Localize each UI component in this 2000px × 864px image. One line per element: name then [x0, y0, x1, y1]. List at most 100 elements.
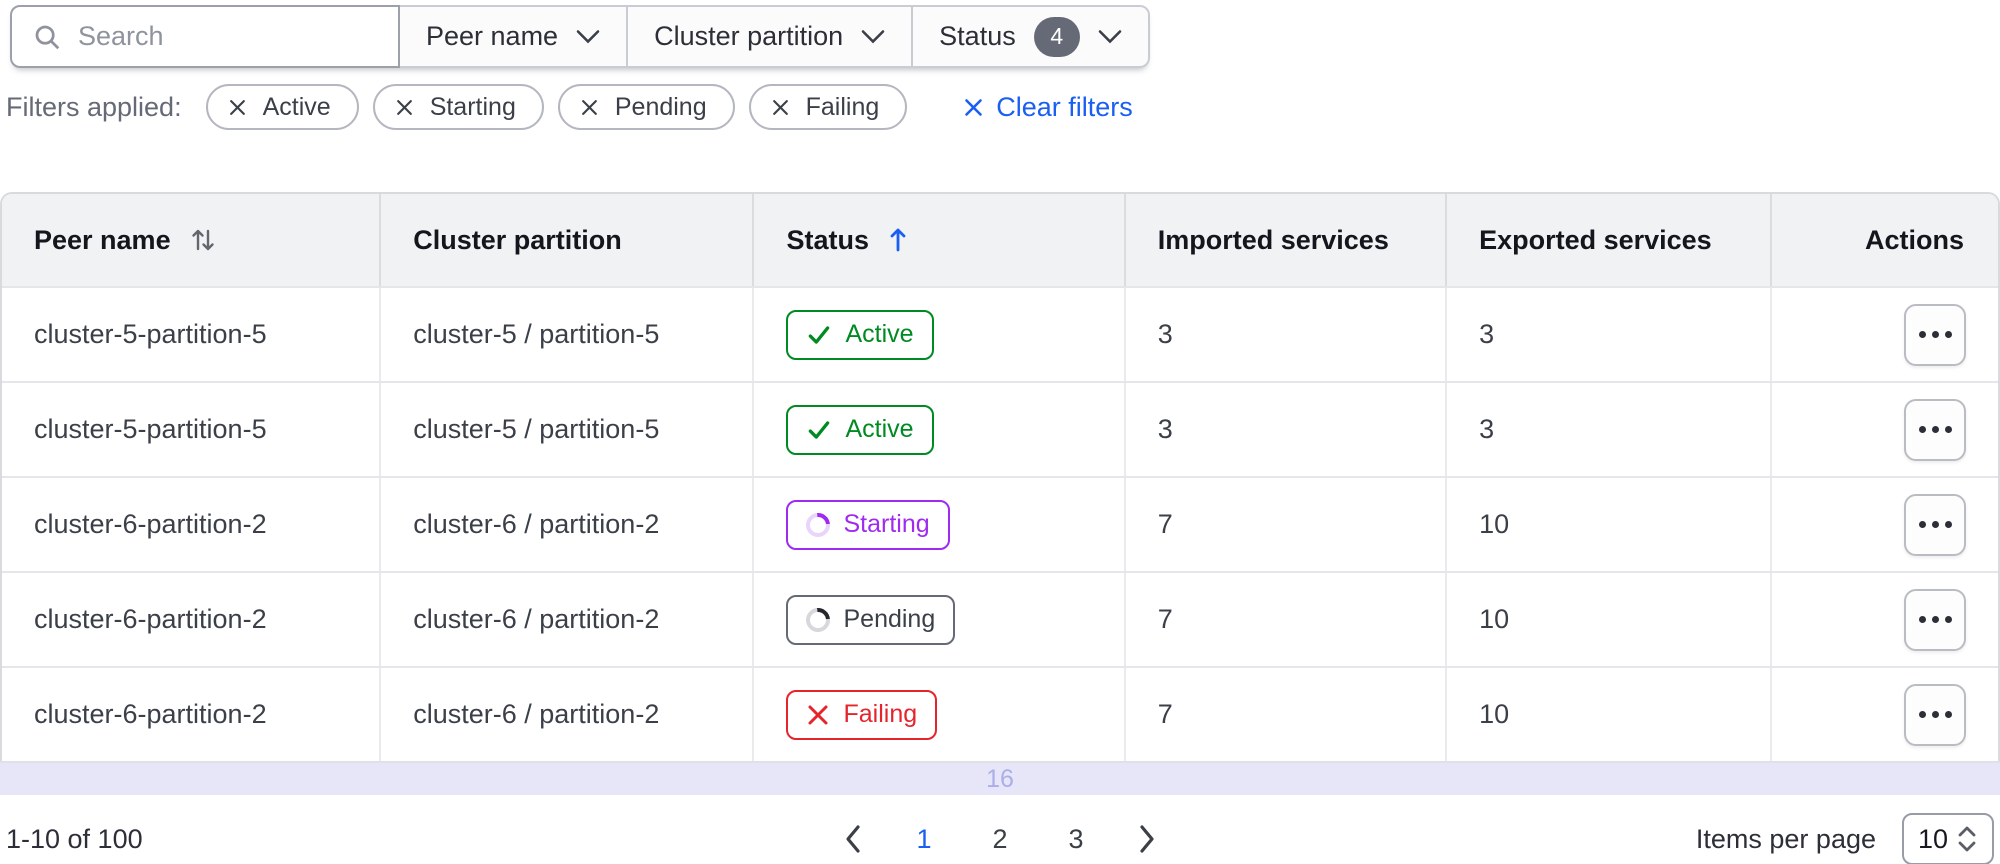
- peer-name-cell: cluster-5-partition-5: [2, 288, 382, 381]
- ellipsis-icon: [1918, 616, 1926, 623]
- sort-ascending-icon: [887, 225, 909, 255]
- actions-cell: [1772, 383, 1998, 476]
- actions-cell: [1772, 478, 1998, 571]
- status-cell: Active: [754, 288, 1126, 381]
- status-badge-label: Starting: [843, 510, 930, 538]
- column-label: Peer name: [34, 224, 171, 255]
- status-cell: Active: [754, 383, 1126, 476]
- remove-filter-icon[interactable]: [771, 98, 790, 117]
- page-button-3[interactable]: 3: [1053, 824, 1099, 855]
- table-row: cluster-5-partition-5 cluster-5 / partit…: [2, 286, 1998, 381]
- peer-name-cell: cluster-6-partition-2: [2, 668, 382, 761]
- clear-filters-x-icon: [963, 97, 984, 118]
- filter-tag-label: Failing: [805, 92, 880, 121]
- cluster-partition-cell: cluster-5 / partition-5: [381, 383, 755, 476]
- filters-applied-label: Filters applied:: [6, 91, 182, 122]
- column-header-imported-services[interactable]: Imported services: [1126, 194, 1448, 286]
- column-header-exported-services[interactable]: Exported services: [1447, 194, 1773, 286]
- exported-services-cell: 10: [1447, 668, 1773, 761]
- results-range-label: 1-10 of 100: [6, 823, 143, 854]
- filter-tag-pending[interactable]: Pending: [557, 84, 735, 130]
- check-icon: [806, 417, 832, 443]
- page-number: 2: [992, 823, 1008, 854]
- column-label: Cluster partition: [413, 224, 622, 255]
- table-row: cluster-6-partition-2 cluster-6 / partit…: [2, 666, 1998, 761]
- page-button-2[interactable]: 2: [977, 824, 1023, 855]
- table-row: cluster-5-partition-5 cluster-5 / partit…: [2, 381, 1998, 476]
- clear-filters-link[interactable]: Clear filters: [963, 92, 1133, 123]
- row-actions-button[interactable]: [1904, 303, 1966, 366]
- status-cell: Pending: [754, 573, 1126, 666]
- remove-filter-icon[interactable]: [580, 98, 599, 117]
- search-icon: [32, 22, 62, 52]
- row-actions-button[interactable]: [1904, 683, 1966, 746]
- table-row: cluster-6-partition-2 cluster-6 / partit…: [2, 476, 1998, 571]
- status-filter-count-badge: 4: [1033, 16, 1080, 57]
- next-page-button[interactable]: [1129, 823, 1165, 855]
- table-overflow-indicator: 16: [0, 761, 2000, 795]
- imported-services-cell: 7: [1126, 668, 1448, 761]
- status-filter-dropdown[interactable]: Status 4: [913, 5, 1150, 68]
- filter-tag-label: Starting: [429, 92, 516, 121]
- applied-filters-row: Filters applied: Active Starting Pending…: [6, 84, 2000, 130]
- status-badge: Active: [786, 404, 934, 455]
- search-input[interactable]: [78, 21, 378, 52]
- peer-name-cell: cluster-6-partition-2: [2, 478, 382, 571]
- chevron-down-icon: [1098, 29, 1122, 44]
- table-header-row: Peer name Cluster partition Status Impor…: [2, 194, 1998, 286]
- exported-services-cell: 10: [1447, 478, 1773, 571]
- column-header-cluster-partition[interactable]: Cluster partition: [381, 194, 755, 286]
- exported-services-cell: 3: [1447, 288, 1773, 381]
- status-filter-label: Status: [939, 21, 1016, 51]
- previous-page-button[interactable]: [835, 823, 871, 855]
- filter-tag-active[interactable]: Active: [205, 84, 359, 130]
- column-label: Imported services: [1157, 224, 1389, 255]
- column-header-status[interactable]: Status: [754, 194, 1126, 286]
- status-badge: Starting: [786, 499, 950, 550]
- remove-filter-icon[interactable]: [395, 98, 414, 117]
- table-body: cluster-5-partition-5 cluster-5 / partit…: [2, 286, 1998, 761]
- status-cell: Starting: [754, 478, 1126, 571]
- sort-both-icon: [189, 225, 217, 255]
- column-header-peer-name[interactable]: Peer name: [2, 194, 382, 286]
- status-badge: Active: [786, 309, 934, 360]
- filter-tag-failing[interactable]: Failing: [748, 84, 908, 130]
- cluster-partition-cell: cluster-6 / partition-2: [381, 478, 755, 571]
- peers-table: Peer name Cluster partition Status Impor…: [0, 192, 2000, 761]
- status-badge-label: Active: [845, 320, 914, 348]
- column-header-actions: Actions: [1772, 194, 1998, 286]
- clear-filters-label: Clear filters: [996, 91, 1133, 122]
- peer-name-filter-dropdown[interactable]: Peer name: [400, 5, 629, 68]
- page-number: 3: [1068, 823, 1084, 854]
- status-badge: Failing: [786, 689, 938, 740]
- imported-services-cell: 3: [1126, 288, 1448, 381]
- overflow-indicator-value: 16: [986, 764, 1014, 793]
- peer-name-cell: cluster-6-partition-2: [2, 573, 382, 666]
- chevron-down-icon: [861, 29, 885, 44]
- cluster-partition-filter-dropdown[interactable]: Cluster partition: [628, 5, 914, 68]
- page-button-1[interactable]: 1: [901, 824, 947, 855]
- row-actions-button[interactable]: [1904, 588, 1966, 651]
- ellipsis-icon: [1918, 711, 1926, 718]
- row-actions-button[interactable]: [1904, 493, 1966, 556]
- items-per-page-value: 10: [1918, 823, 1949, 854]
- items-per-page-select[interactable]: 10: [1902, 813, 1994, 864]
- page-number: 1: [916, 823, 932, 854]
- status-cell: Failing: [754, 668, 1126, 761]
- pagination-bar: 1-10 of 100 1 2 3 Items per page 10: [0, 809, 2000, 864]
- items-per-page-control: Items per page 10: [1696, 813, 1994, 864]
- peer-name-filter-label: Peer name: [426, 21, 559, 51]
- peer-name-cell: cluster-5-partition-5: [2, 383, 382, 476]
- search-box[interactable]: [10, 5, 400, 68]
- cluster-partition-cell: cluster-5 / partition-5: [381, 288, 755, 381]
- ellipsis-icon: [1918, 331, 1926, 338]
- column-label: Exported services: [1479, 224, 1712, 255]
- chevron-down-icon: [576, 29, 600, 44]
- remove-filter-icon[interactable]: [228, 98, 247, 117]
- filter-tag-starting[interactable]: Starting: [372, 84, 544, 130]
- row-actions-button[interactable]: [1904, 398, 1966, 461]
- exported-services-cell: 3: [1447, 383, 1773, 476]
- imported-services-cell: 7: [1126, 478, 1448, 571]
- check-icon: [806, 322, 832, 348]
- spinner-icon: [801, 602, 836, 637]
